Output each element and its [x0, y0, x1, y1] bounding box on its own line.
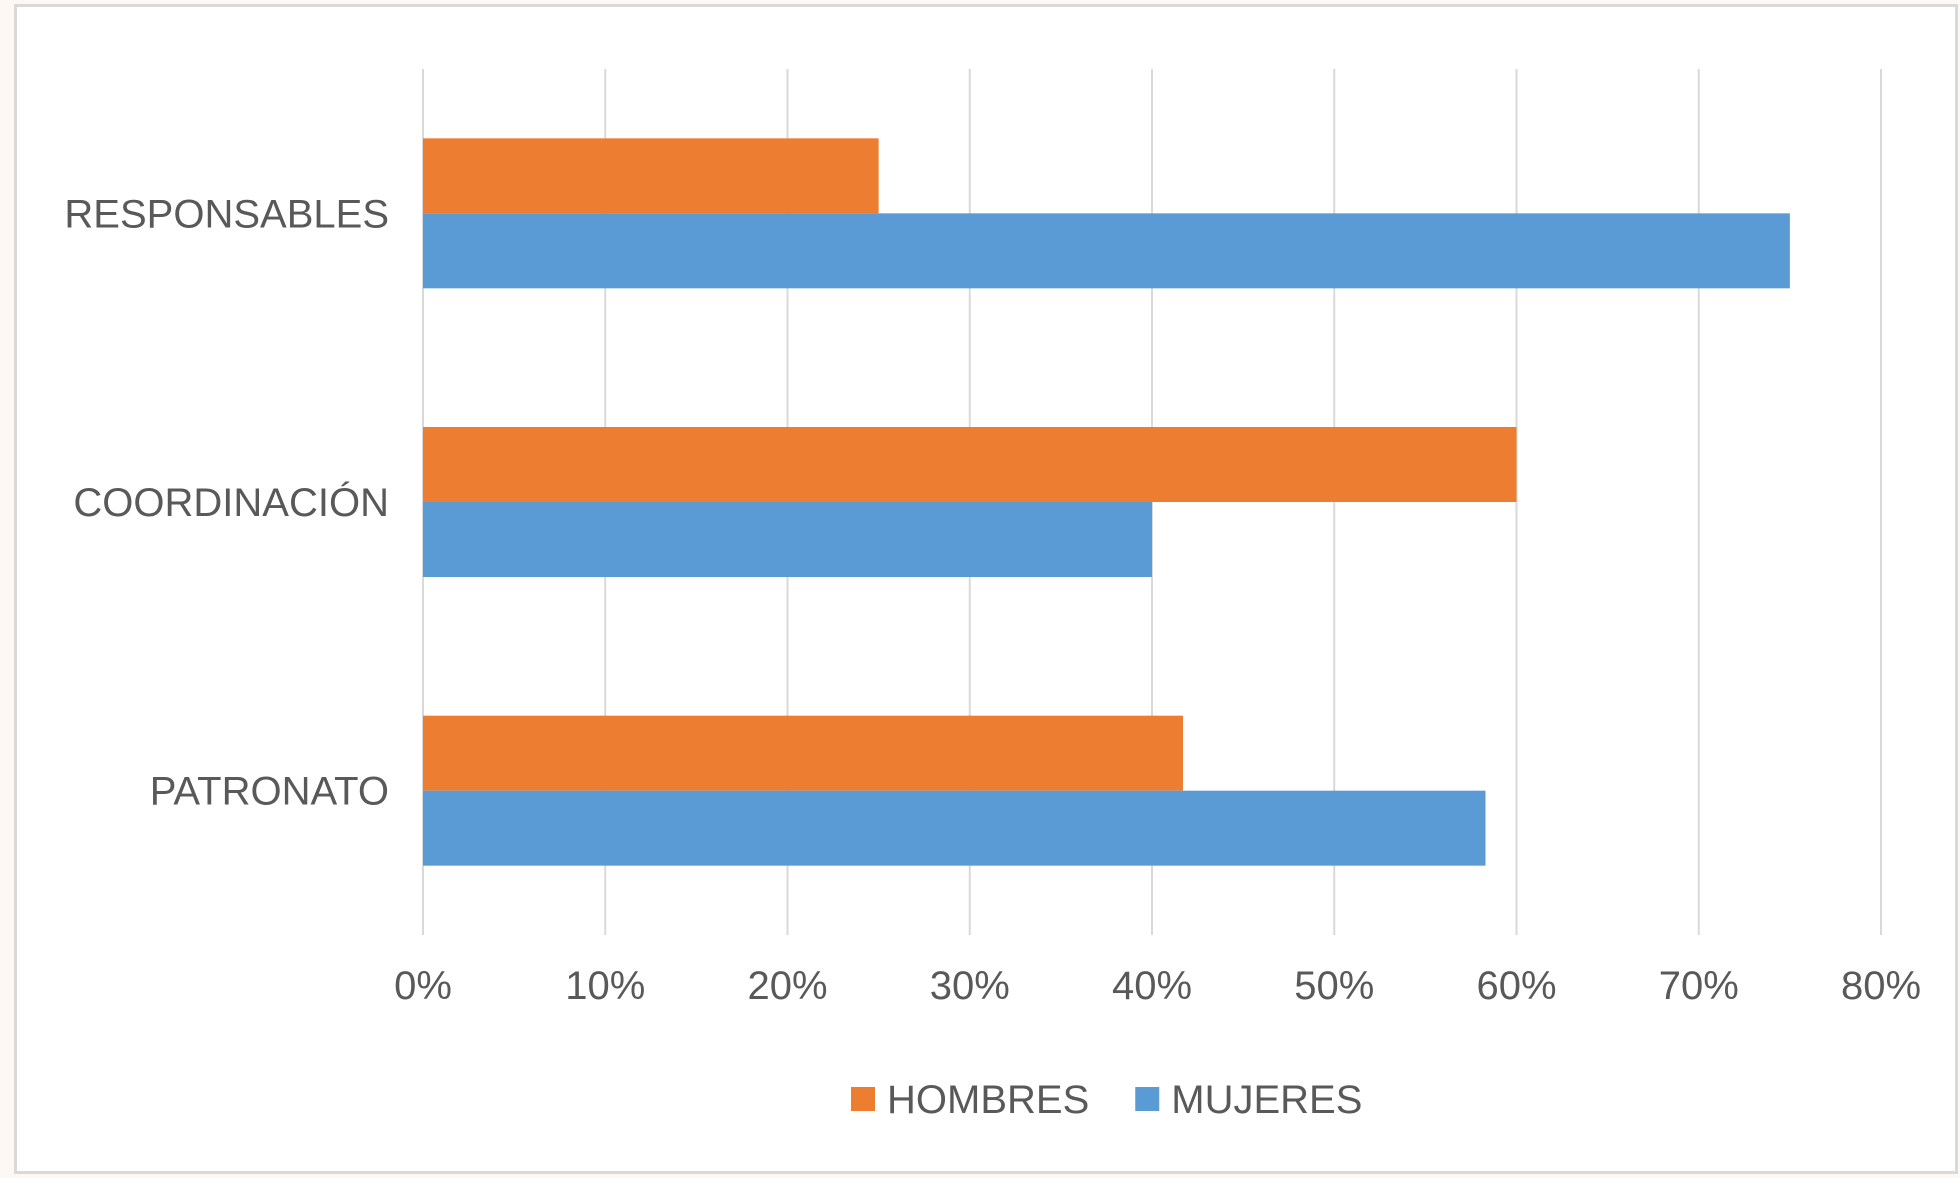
x-tick-label: 30%	[930, 964, 1010, 1008]
legend-item-hombres: HOMBRES	[851, 1078, 1089, 1122]
x-tick-labels: 0% 10% 20% 30% 40% 50% 60% 70% 80%	[394, 964, 1921, 1008]
bar-mujeres	[423, 502, 1152, 577]
category-label: COORDINACIÓN	[73, 480, 389, 525]
x-tick-label: 70%	[1659, 964, 1739, 1008]
x-tick-label: 0%	[394, 964, 452, 1008]
x-tick-label: 10%	[565, 964, 645, 1008]
bar-hombres	[423, 427, 1517, 502]
bar-mujeres	[423, 790, 1486, 866]
x-tick-label: 40%	[1112, 964, 1192, 1008]
legend-label: HOMBRES	[887, 1078, 1089, 1122]
x-tick-label: 60%	[1476, 964, 1556, 1008]
bar-chart: RESPONSABLES COORDINACIÓN PATRONATO 0% 10% 2…	[64, 69, 1921, 1122]
bar-hombres	[423, 715, 1183, 791]
category-label: PATRONATO	[150, 770, 389, 814]
x-tick-label: 50%	[1294, 964, 1374, 1008]
category-label: RESPONSABLES	[64, 192, 389, 236]
category-labels: RESPONSABLES COORDINACIÓN PATRONATO	[64, 192, 389, 813]
x-tick-label: 20%	[747, 964, 827, 1008]
bars	[423, 138, 1790, 866]
legend-item-mujeres: MUJERES	[1135, 1078, 1362, 1122]
bar-hombres	[423, 138, 879, 214]
legend-swatch	[1135, 1087, 1160, 1111]
legend-swatch	[851, 1087, 875, 1111]
legend-label: MUJERES	[1171, 1078, 1362, 1122]
chart-frame: RESPONSABLES COORDINACIÓN PATRONATO 0% 10% 2…	[14, 4, 1958, 1174]
x-tick-label: 80%	[1841, 964, 1921, 1008]
bar-mujeres	[423, 213, 1790, 289]
legend: HOMBRES MUJERES	[851, 1078, 1362, 1122]
